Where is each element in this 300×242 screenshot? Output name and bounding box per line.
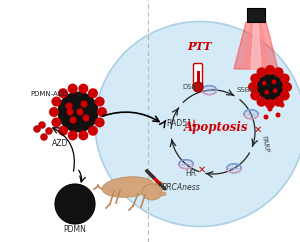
Circle shape	[46, 128, 52, 135]
Circle shape	[66, 108, 74, 116]
Circle shape	[51, 117, 62, 128]
Polygon shape	[243, 22, 269, 69]
Circle shape	[58, 126, 68, 136]
Ellipse shape	[95, 22, 300, 227]
Circle shape	[250, 74, 260, 83]
FancyBboxPatch shape	[196, 71, 200, 86]
Text: SSBs: SSBs	[236, 87, 254, 93]
Ellipse shape	[142, 184, 162, 200]
Circle shape	[250, 91, 260, 100]
Circle shape	[34, 126, 40, 133]
Circle shape	[265, 99, 275, 109]
Circle shape	[82, 114, 90, 121]
Ellipse shape	[160, 192, 166, 196]
Circle shape	[280, 91, 290, 100]
Circle shape	[273, 89, 278, 93]
Circle shape	[274, 97, 284, 107]
Circle shape	[55, 184, 95, 224]
Circle shape	[272, 79, 276, 84]
Text: RAD51: RAD51	[166, 120, 192, 129]
Circle shape	[76, 108, 84, 116]
Ellipse shape	[102, 177, 154, 197]
Circle shape	[38, 121, 46, 129]
Text: HR: HR	[185, 169, 197, 179]
Circle shape	[268, 106, 272, 112]
Circle shape	[88, 88, 98, 98]
FancyBboxPatch shape	[247, 8, 265, 22]
Circle shape	[65, 102, 73, 110]
Circle shape	[40, 134, 47, 141]
Circle shape	[264, 90, 269, 95]
Circle shape	[94, 97, 105, 106]
Ellipse shape	[154, 182, 164, 189]
Text: PDMN: PDMN	[64, 226, 86, 234]
Circle shape	[49, 107, 59, 117]
Circle shape	[51, 97, 62, 106]
Circle shape	[58, 92, 98, 132]
Circle shape	[263, 114, 268, 120]
Text: ✕: ✕	[254, 125, 262, 135]
Circle shape	[68, 83, 78, 94]
Polygon shape	[251, 22, 261, 69]
Circle shape	[257, 74, 283, 100]
Circle shape	[68, 130, 78, 140]
Circle shape	[280, 103, 284, 107]
Text: BRCAness: BRCAness	[162, 182, 200, 191]
Text: ↓: ↓	[189, 119, 197, 129]
Circle shape	[80, 100, 88, 108]
Text: DSBs: DSBs	[182, 84, 200, 90]
Circle shape	[256, 97, 266, 107]
Circle shape	[275, 113, 281, 118]
Circle shape	[193, 82, 203, 92]
Text: PTT: PTT	[188, 41, 212, 53]
Circle shape	[265, 65, 275, 75]
Circle shape	[274, 67, 284, 77]
Polygon shape	[234, 22, 278, 69]
Circle shape	[69, 116, 76, 124]
Circle shape	[248, 82, 258, 92]
Circle shape	[262, 81, 266, 85]
Circle shape	[282, 82, 292, 92]
Circle shape	[78, 83, 88, 94]
Circle shape	[88, 126, 98, 136]
FancyBboxPatch shape	[194, 63, 202, 89]
Text: Apoptosis: Apoptosis	[184, 121, 248, 134]
Text: AZD: AZD	[52, 139, 68, 149]
Circle shape	[97, 107, 107, 117]
Text: PDMN-AZD: PDMN-AZD	[30, 91, 68, 97]
Circle shape	[256, 67, 266, 77]
Circle shape	[78, 130, 88, 140]
Text: PARP: PARP	[260, 135, 269, 153]
Text: ✕: ✕	[198, 165, 206, 175]
Circle shape	[280, 74, 290, 83]
Circle shape	[58, 88, 68, 98]
Circle shape	[94, 117, 105, 128]
